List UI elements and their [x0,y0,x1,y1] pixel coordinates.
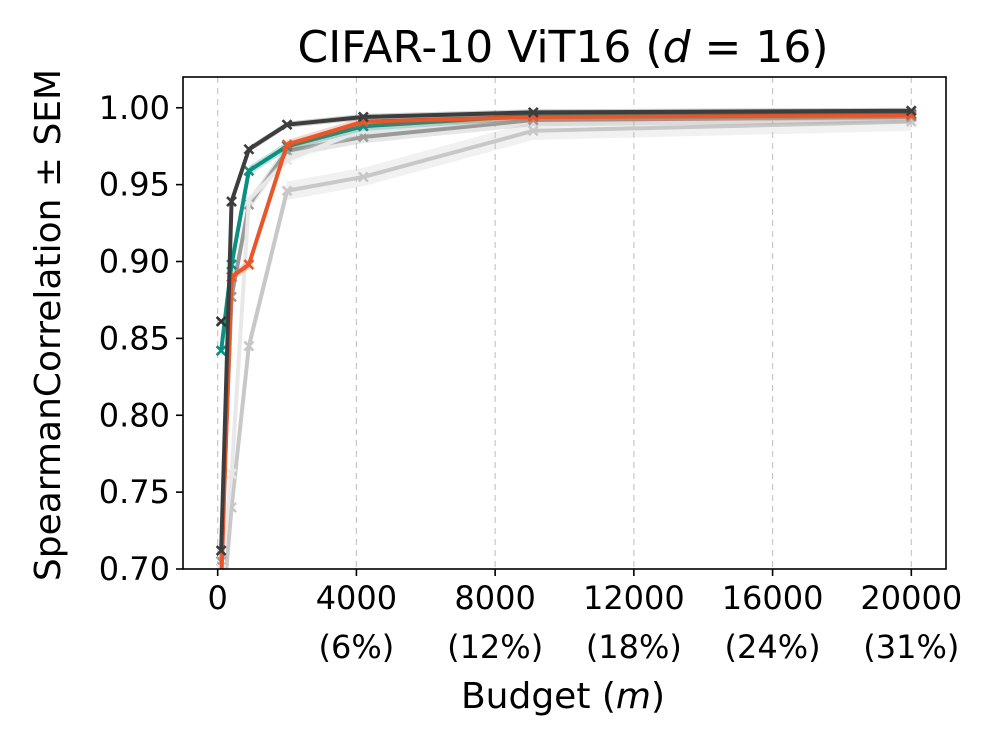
plot-frame [182,76,947,570]
series-point-method-7 [215,316,227,327]
series-point-method-1 [357,171,369,183]
y-tick-label: 0.70 [99,550,170,588]
series-band-method-6 [221,107,912,554]
series-layer [215,105,917,635]
series-marker-method-1 [217,626,226,635]
series-marker-method-1 [243,340,255,352]
y-tick-label: 0.80 [99,396,170,434]
series-point-method-6 [905,105,917,117]
series-band-method-1 [225,112,912,569]
series-marker-method-1 [527,125,539,137]
series-point-method-6 [243,143,255,155]
series-marker-method-6 [905,105,917,117]
series-group [215,105,917,635]
x-tick-label: 8000 [454,579,535,617]
y-tick-label: 1.00 [99,89,170,127]
series-marker-method-6 [243,143,255,155]
tick-layer: 0 4000 (6%) 8000 (12%) 12000 (18%) 16000 (24%) 20… [99,89,962,666]
chart-title-var: d [663,22,692,73]
series-point-method-1 [527,125,539,137]
series-marker-method-1 [281,185,293,197]
x-tick-sublabel: (12%) [447,628,543,666]
series-point-method-6 [215,545,227,556]
series-point-method-6 [357,111,369,123]
series-point-method-1 [243,340,255,352]
series-marker-method-5 [243,259,255,270]
series-point-method-6 [226,196,237,207]
x-tick-sublabel: (31%) [863,628,959,666]
y-tick-label: 0.90 [99,243,170,281]
series-marker-method-1 [357,171,369,183]
series-point-method-3 [226,468,237,480]
series-marker-method-4 [243,165,255,177]
y-tick-label: 0.85 [99,319,170,357]
series-point-method-1 [281,185,293,197]
series-marker-method-4 [215,345,227,357]
y-tick-label: 0.75 [99,473,170,511]
x-axis-label-prefix: Budget ( [461,676,616,717]
x-axis-label-var: m [616,676,651,717]
y-tick-label: 0.95 [99,166,170,204]
x-tick-label: 16000 [722,579,824,617]
series-point-method-3 [215,563,227,569]
series-point-method-6 [527,106,539,118]
x-tick-label: 20000 [860,579,962,617]
series-marker-method-6 [527,106,539,118]
series-marker-method-6 [226,196,237,207]
series-marker-method-6 [281,119,293,131]
x-axis-label: Budget (m) [461,676,665,717]
series-marker-method-3 [226,468,237,480]
x-tick-sublabel: (6%) [319,628,395,666]
chart-title: CIFAR-10 ViT16 (d = 16) [297,22,828,73]
series-marker-method-5 [281,139,293,151]
series-point-method-5 [281,139,293,151]
chart-title-prefix: CIFAR-10 ViT16 ( [297,22,662,73]
series-marker-method-7 [215,316,227,327]
series-point-method-4 [215,345,227,357]
series-point-method-1 [217,626,226,635]
series-marker-method-6 [215,545,227,556]
series-point-method-4 [243,165,255,177]
grid-layer [217,77,912,569]
x-tick-sublabel: (24%) [725,628,821,666]
x-axis-label-suffix: ) [651,676,665,717]
series-marker-method-3 [215,563,227,569]
series-marker-method-6 [357,111,369,123]
series-line-method-1 [224,119,912,569]
x-tick-label: 12000 [583,579,685,617]
chart-title-suffix: = 16) [691,22,829,73]
x-tick-sublabel: (18%) [586,628,682,666]
series-point-method-6 [281,119,293,131]
y-axis-label: SpearmanCorrelation ± SEM [28,69,69,581]
series-point-method-5 [243,259,255,270]
x-tick-label: 0 [208,579,228,617]
x-tick-label: 4000 [316,579,397,617]
